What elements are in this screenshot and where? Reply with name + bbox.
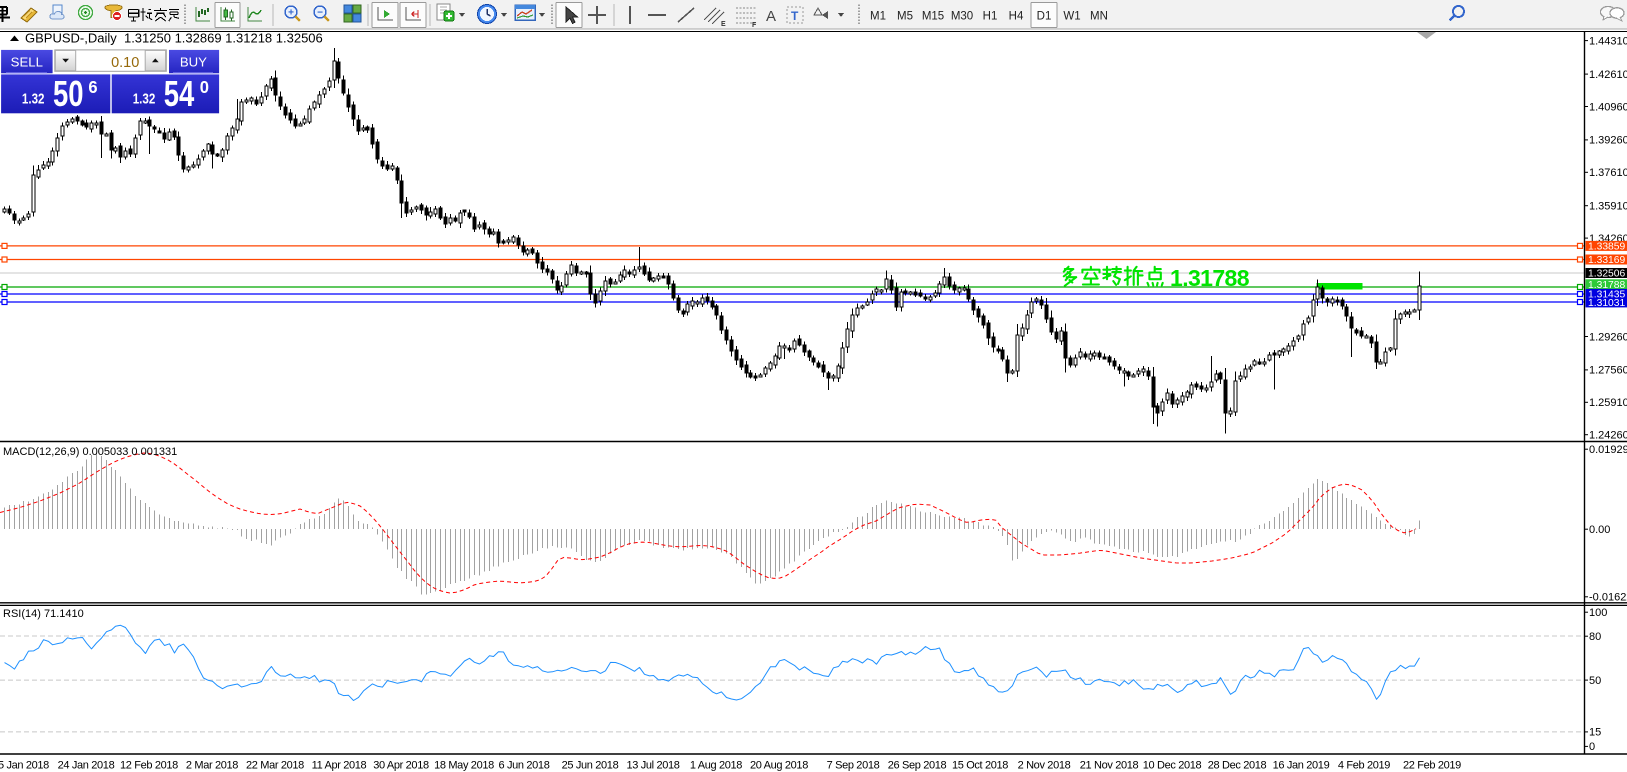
svg-text:15 Oct 2018: 15 Oct 2018 bbox=[952, 759, 1008, 771]
svg-text:M15: M15 bbox=[922, 11, 944, 23]
svg-text:18 May 2018: 18 May 2018 bbox=[434, 759, 494, 771]
svg-text:E: E bbox=[721, 21, 726, 28]
svg-text:SELL: SELL bbox=[11, 55, 43, 70]
svg-text:M5: M5 bbox=[897, 11, 913, 23]
svg-text:1.31788: 1.31788 bbox=[1170, 265, 1250, 291]
svg-text:0.019292: 0.019292 bbox=[1589, 444, 1627, 456]
svg-text:D1: D1 bbox=[1037, 11, 1052, 23]
svg-text:0.00: 0.00 bbox=[1589, 524, 1610, 536]
svg-text:54: 54 bbox=[164, 73, 195, 114]
svg-text:A: A bbox=[766, 8, 776, 25]
svg-text:1.24260: 1.24260 bbox=[1589, 430, 1627, 442]
svg-text:F: F bbox=[752, 22, 757, 29]
svg-text:15: 15 bbox=[1589, 727, 1601, 739]
svg-text:H4: H4 bbox=[1009, 11, 1024, 23]
svg-text:1.33169: 1.33169 bbox=[1588, 255, 1625, 266]
svg-text:11 Apr 2018: 11 Apr 2018 bbox=[312, 759, 367, 771]
svg-text:10 Dec 2018: 10 Dec 2018 bbox=[1143, 759, 1202, 771]
svg-text:20 Aug 2018: 20 Aug 2018 bbox=[750, 759, 808, 771]
svg-text:H1: H1 bbox=[983, 11, 998, 23]
svg-text:BUY: BUY bbox=[180, 55, 207, 70]
svg-text:1.27560: 1.27560 bbox=[1589, 365, 1627, 377]
svg-text:0: 0 bbox=[1589, 741, 1595, 753]
svg-text:28 Dec 2018: 28 Dec 2018 bbox=[1208, 759, 1267, 771]
svg-text:7 Sep 2018: 7 Sep 2018 bbox=[827, 759, 880, 771]
svg-text:5 Jan 2018: 5 Jan 2018 bbox=[0, 759, 49, 771]
svg-text:1.29260: 1.29260 bbox=[1589, 331, 1627, 343]
svg-text:4 Feb 2019: 4 Feb 2019 bbox=[1338, 759, 1390, 771]
svg-text:1.31031: 1.31031 bbox=[1588, 298, 1625, 309]
svg-text:MN: MN bbox=[1090, 11, 1108, 23]
svg-text:GBPUSD-,Daily 1.31250 1.32869: GBPUSD-,Daily 1.31250 1.32869 1.31218 1.… bbox=[25, 31, 323, 46]
svg-text:1.37610: 1.37610 bbox=[1589, 167, 1627, 179]
svg-text:1.32: 1.32 bbox=[133, 90, 156, 107]
svg-text:1.40960: 1.40960 bbox=[1589, 101, 1627, 113]
svg-text:−: − bbox=[317, 8, 323, 19]
svg-text:6: 6 bbox=[88, 77, 97, 97]
svg-text:100: 100 bbox=[1589, 607, 1607, 619]
svg-text:RSI(14) 71.1410: RSI(14) 71.1410 bbox=[3, 608, 84, 620]
svg-text:24 Jan 2018: 24 Jan 2018 bbox=[58, 759, 115, 771]
svg-text:50: 50 bbox=[53, 73, 84, 114]
svg-text:26 Sep 2018: 26 Sep 2018 bbox=[888, 759, 947, 771]
svg-text:2 Nov 2018: 2 Nov 2018 bbox=[1018, 759, 1071, 771]
svg-text:1.31435: 1.31435 bbox=[1588, 290, 1625, 301]
svg-text:13 Jul 2018: 13 Jul 2018 bbox=[626, 759, 679, 771]
svg-text:0.10: 0.10 bbox=[111, 55, 139, 71]
svg-text:1 Aug 2018: 1 Aug 2018 bbox=[690, 759, 742, 771]
svg-text:80: 80 bbox=[1589, 631, 1601, 643]
svg-text:1.42610: 1.42610 bbox=[1589, 69, 1627, 81]
svg-text:16 Jan 2019: 16 Jan 2019 bbox=[1273, 759, 1330, 771]
svg-text:MACD(12,26,9) 0.005033 0.00133: MACD(12,26,9) 0.005033 0.001331 bbox=[3, 446, 177, 458]
svg-text:1.32: 1.32 bbox=[22, 90, 45, 107]
svg-text:25 Jun 2018: 25 Jun 2018 bbox=[562, 759, 619, 771]
svg-text:22 Mar 2018: 22 Mar 2018 bbox=[246, 759, 304, 771]
svg-text:2 Mar 2018: 2 Mar 2018 bbox=[186, 759, 238, 771]
svg-text:50: 50 bbox=[1589, 675, 1601, 687]
svg-text:-0.016227: -0.016227 bbox=[1589, 592, 1627, 604]
svg-text:+: + bbox=[288, 8, 294, 19]
svg-text:1.25910: 1.25910 bbox=[1589, 397, 1627, 409]
svg-text:1.31788: 1.31788 bbox=[1588, 280, 1625, 291]
svg-text:30 Apr 2018: 30 Apr 2018 bbox=[373, 759, 429, 771]
svg-text:M1: M1 bbox=[870, 11, 886, 23]
svg-text:M30: M30 bbox=[951, 11, 973, 23]
svg-text:1.35910: 1.35910 bbox=[1589, 201, 1627, 213]
svg-text:22 Feb 2019: 22 Feb 2019 bbox=[1403, 759, 1461, 771]
svg-text:21 Nov 2018: 21 Nov 2018 bbox=[1080, 759, 1139, 771]
svg-text:1.33859: 1.33859 bbox=[1588, 242, 1625, 253]
svg-text:1.39260: 1.39260 bbox=[1589, 135, 1627, 147]
svg-text:6 Jun 2018: 6 Jun 2018 bbox=[499, 759, 550, 771]
svg-text:T: T bbox=[791, 9, 799, 23]
svg-text:1.32506: 1.32506 bbox=[1588, 269, 1625, 280]
svg-text:12 Feb 2018: 12 Feb 2018 bbox=[120, 759, 178, 771]
svg-text:1.44310: 1.44310 bbox=[1589, 35, 1627, 47]
svg-text:W1: W1 bbox=[1063, 11, 1080, 23]
svg-text:0: 0 bbox=[200, 77, 209, 97]
